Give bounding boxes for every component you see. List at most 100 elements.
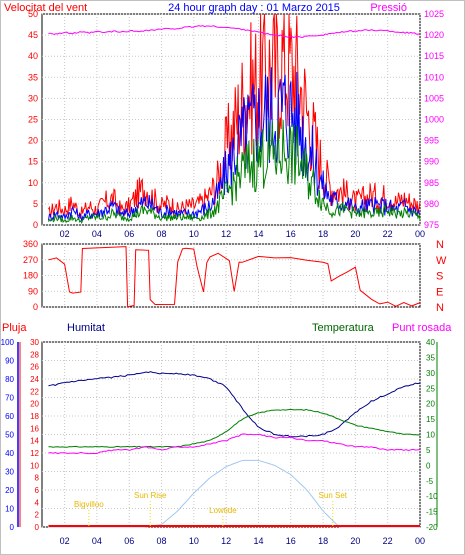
temperature-y-tick-label: 30 bbox=[426, 369, 435, 378]
pressure-y-tick-label: 1000 bbox=[424, 115, 444, 125]
rain-label: Pluja bbox=[2, 322, 27, 334]
direction-y-tick-label: 360 bbox=[23, 239, 38, 249]
wind-y-tick-label: 10 bbox=[28, 178, 38, 188]
climate-x-tick-label: 04 bbox=[92, 536, 102, 546]
wind-y-tick-label: 0 bbox=[33, 220, 38, 230]
humidity-y-tick-label: 100 bbox=[1, 338, 15, 347]
rain-y-tick-label: 12 bbox=[30, 449, 39, 458]
temperature-y-tick-label: -15 bbox=[426, 508, 438, 517]
humidity-y-tick-label: 60 bbox=[5, 412, 14, 421]
climate-x-tick-label: 18 bbox=[318, 536, 328, 546]
climate-x-tick-label: 10 bbox=[189, 536, 199, 546]
temperature-y-tick-label: 0 bbox=[426, 461, 431, 470]
climate-x-tick-label: 20 bbox=[350, 536, 360, 546]
wind-x-tick-label: 20 bbox=[350, 229, 360, 239]
wind-x-tick-label: 14 bbox=[253, 229, 263, 239]
rain-y-tick-label: 2 bbox=[35, 511, 40, 520]
event-marker-label: Sun Set bbox=[319, 491, 348, 500]
pressure-y-tick-label: 1015 bbox=[424, 51, 444, 61]
rain-y-tick-label: 18 bbox=[30, 412, 39, 421]
event-marker-label: Sun Rise bbox=[134, 491, 167, 500]
temperature-line bbox=[48, 408, 421, 448]
event-marker-label: Lowtide bbox=[209, 506, 237, 515]
pressure-y-tick-label: 1020 bbox=[424, 30, 444, 40]
wind-y-tick-label: 45 bbox=[28, 30, 38, 40]
pressure-y-tick-label: 975 bbox=[424, 220, 439, 230]
rain-y-tick-label: 20 bbox=[30, 400, 39, 409]
compass-label: N bbox=[436, 302, 444, 314]
temperature-y-tick-label: 20 bbox=[426, 400, 435, 409]
wind-x-tick-label: 08 bbox=[157, 229, 167, 239]
wind-y-tick-label: 35 bbox=[28, 72, 38, 82]
rain-y-tick-label: 14 bbox=[30, 437, 39, 446]
humidity-y-tick-label: 70 bbox=[5, 394, 14, 403]
compass-label: W bbox=[436, 255, 447, 267]
rain-y-tick-label: 16 bbox=[30, 424, 39, 433]
climate-x-tick-label: 00 bbox=[415, 536, 425, 546]
wind-y-tick-label: 25 bbox=[28, 115, 38, 125]
wind-y-tick-label: 40 bbox=[28, 51, 38, 61]
wind-y-tick-label: 15 bbox=[28, 157, 38, 167]
rain-y-tick-label: 6 bbox=[35, 486, 40, 495]
humidity-y-tick-label: 40 bbox=[5, 449, 14, 458]
chart-title: 24 hour graph day : 01 Marzo 2015 bbox=[168, 2, 340, 14]
temperature-label: Temperatura bbox=[312, 322, 375, 334]
wind-x-tick-label: 10 bbox=[189, 229, 199, 239]
humidity-y-tick-label: 30 bbox=[5, 468, 14, 477]
rain-y-tick-label: 30 bbox=[30, 338, 39, 347]
pressure-y-tick-label: 1025 bbox=[424, 9, 444, 19]
wind-y-tick-label: 50 bbox=[28, 9, 38, 19]
event-marker-label: Bigvilloo bbox=[74, 500, 104, 509]
wind-y-tick-label: 5 bbox=[33, 199, 38, 209]
pressure-y-tick-label: 1005 bbox=[424, 93, 444, 103]
wind-x-tick-label: 02 bbox=[60, 229, 70, 239]
humidity-y-tick-label: 10 bbox=[5, 505, 14, 514]
wind-x-tick-label: 12 bbox=[221, 229, 231, 239]
rain-y-tick-label: 8 bbox=[35, 474, 40, 483]
pressure-y-tick-label: 980 bbox=[424, 199, 439, 209]
compass-label: E bbox=[436, 286, 443, 298]
rain-y-tick-label: 22 bbox=[30, 387, 39, 396]
direction-y-tick-label: 0 bbox=[33, 302, 38, 312]
temperature-y-tick-label: 10 bbox=[426, 431, 435, 440]
pressure-label: Pressió bbox=[370, 2, 407, 14]
rain-y-tick-label: 4 bbox=[35, 498, 40, 507]
humidity-y-tick-label: 50 bbox=[5, 431, 14, 440]
direction-y-tick-label: 90 bbox=[28, 286, 38, 296]
climate-x-tick-label: 14 bbox=[253, 536, 263, 546]
rain-y-tick-label: 28 bbox=[30, 350, 39, 359]
climate-x-tick-label: 16 bbox=[286, 536, 296, 546]
humidity-y-tick-label: 90 bbox=[5, 357, 14, 366]
dew-point-label: Punt rosada bbox=[392, 322, 452, 334]
pressure-y-tick-label: 990 bbox=[424, 157, 439, 167]
humidity-label: Humitat bbox=[67, 322, 105, 334]
temperature-y-tick-label: -20 bbox=[426, 523, 438, 532]
humidity-line bbox=[48, 371, 421, 438]
wind-x-tick-label: 06 bbox=[124, 229, 134, 239]
humidity-y-tick-label: 80 bbox=[5, 375, 14, 384]
dew-point-line bbox=[48, 433, 421, 455]
direction-y-tick-label: 180 bbox=[23, 271, 38, 281]
wind-x-tick-label: 22 bbox=[383, 229, 393, 239]
wind-direction-line bbox=[48, 246, 421, 308]
rain-y-tick-label: 0 bbox=[35, 523, 40, 532]
rain-y-tick-label: 24 bbox=[30, 375, 39, 384]
pressure-y-tick-label: 985 bbox=[424, 178, 439, 188]
climate-x-tick-label: 22 bbox=[383, 536, 393, 546]
wind-x-tick-label: 00 bbox=[415, 229, 425, 239]
temperature-y-tick-label: -5 bbox=[426, 477, 434, 486]
pressure-line bbox=[48, 25, 421, 39]
temperature-y-tick-label: 15 bbox=[426, 415, 435, 424]
climate-x-tick-label: 12 bbox=[221, 536, 231, 546]
compass-label: N bbox=[436, 239, 444, 251]
wind-x-tick-label: 18 bbox=[318, 229, 328, 239]
rain-y-tick-label: 10 bbox=[30, 461, 39, 470]
climate-x-tick-label: 06 bbox=[124, 536, 134, 546]
temperature-y-tick-label: 35 bbox=[426, 353, 435, 362]
temperature-y-tick-label: 5 bbox=[426, 446, 431, 455]
climate-x-tick-label: 02 bbox=[60, 536, 70, 546]
climate-x-tick-label: 08 bbox=[157, 536, 167, 546]
temperature-y-tick-label: -10 bbox=[426, 492, 438, 501]
temperature-y-tick-label: 40 bbox=[426, 338, 435, 347]
